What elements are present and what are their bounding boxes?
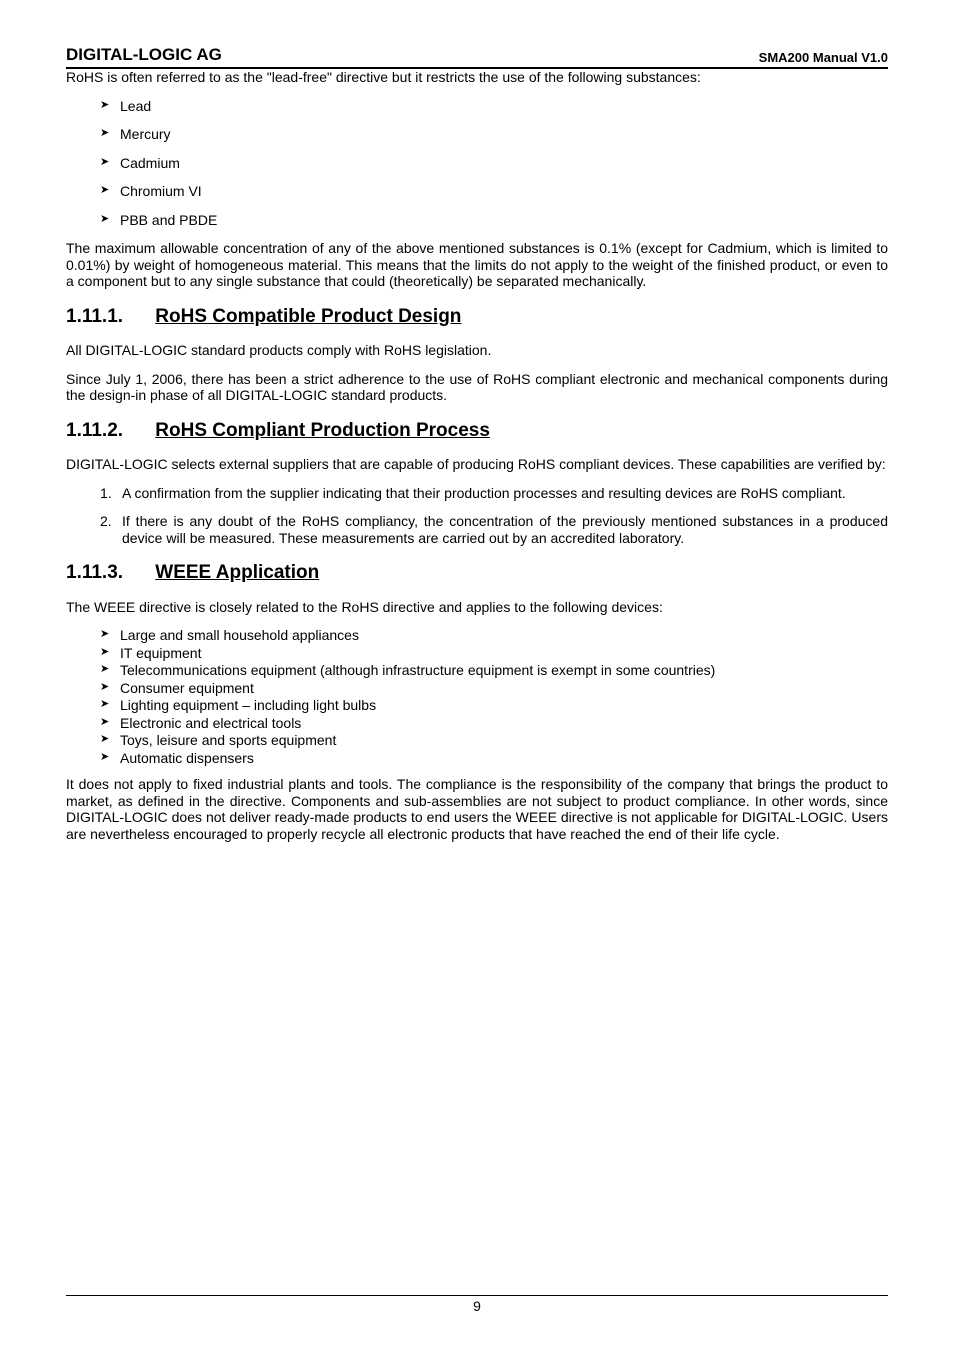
section-2-p1: DIGITAL-LOGIC selects external suppliers… (66, 456, 888, 473)
list-item: Toys, leisure and sports equipment (100, 732, 888, 749)
list-item: Telecommunications equipment (although i… (100, 662, 888, 679)
section-1-p2: Since July 1, 2006, there has been a str… (66, 371, 888, 404)
section-1-p1: All DIGITAL-LOGIC standard products comp… (66, 342, 888, 359)
list-item: PBB and PBDE (100, 212, 888, 229)
intro-paragraph: RoHS is often referred to as the "lead-f… (66, 69, 888, 86)
list-item: Large and small household appliances (100, 627, 888, 644)
page-number: 9 (473, 1298, 481, 1314)
list-item: Consumer equipment (100, 680, 888, 697)
section-number: 1.11.2. (66, 420, 150, 442)
section-heading-1-11-2: 1.11.2. RoHS Compliant Production Proces… (66, 420, 888, 442)
section-title: RoHS Compliant Production Process (155, 420, 490, 441)
list-item: Lighting equipment – including light bul… (100, 697, 888, 714)
section-heading-1-11-1: 1.11.1. RoHS Compatible Product Design (66, 306, 888, 328)
section-title: RoHS Compatible Product Design (155, 306, 461, 327)
header-company: DIGITAL-LOGIC AG (66, 45, 222, 65)
max-concentration-paragraph: The maximum allowable concentration of a… (66, 240, 888, 290)
section-number: 1.11.1. (66, 306, 150, 328)
section-3-p1: The WEEE directive is closely related to… (66, 599, 888, 616)
list-item: Lead (100, 98, 888, 115)
page-footer: 9 (66, 1295, 888, 1315)
section-heading-1-11-3: 1.11.3. WEEE Application (66, 562, 888, 584)
list-item: If there is any doubt of the RoHS compli… (100, 513, 888, 546)
section-number: 1.11.3. (66, 562, 150, 584)
page-header: DIGITAL-LOGIC AG SMA200 Manual V1.0 (66, 45, 888, 69)
section-title: WEEE Application (155, 562, 319, 583)
list-item: Mercury (100, 126, 888, 143)
list-item: A confirmation from the supplier indicat… (100, 485, 888, 502)
list-item: IT equipment (100, 645, 888, 662)
header-manual: SMA200 Manual V1.0 (759, 50, 888, 65)
list-item: Chromium VI (100, 183, 888, 200)
list-item: Cadmium (100, 155, 888, 172)
substances-list: Lead Mercury Cadmium Chromium VI PBB and… (66, 98, 888, 229)
list-item: Automatic dispensers (100, 750, 888, 767)
section-3-p2: It does not apply to fixed industrial pl… (66, 776, 888, 842)
list-item: Electronic and electrical tools (100, 715, 888, 732)
verification-list: A confirmation from the supplier indicat… (66, 485, 888, 547)
weee-devices-list: Large and small household appliances IT … (66, 627, 888, 766)
